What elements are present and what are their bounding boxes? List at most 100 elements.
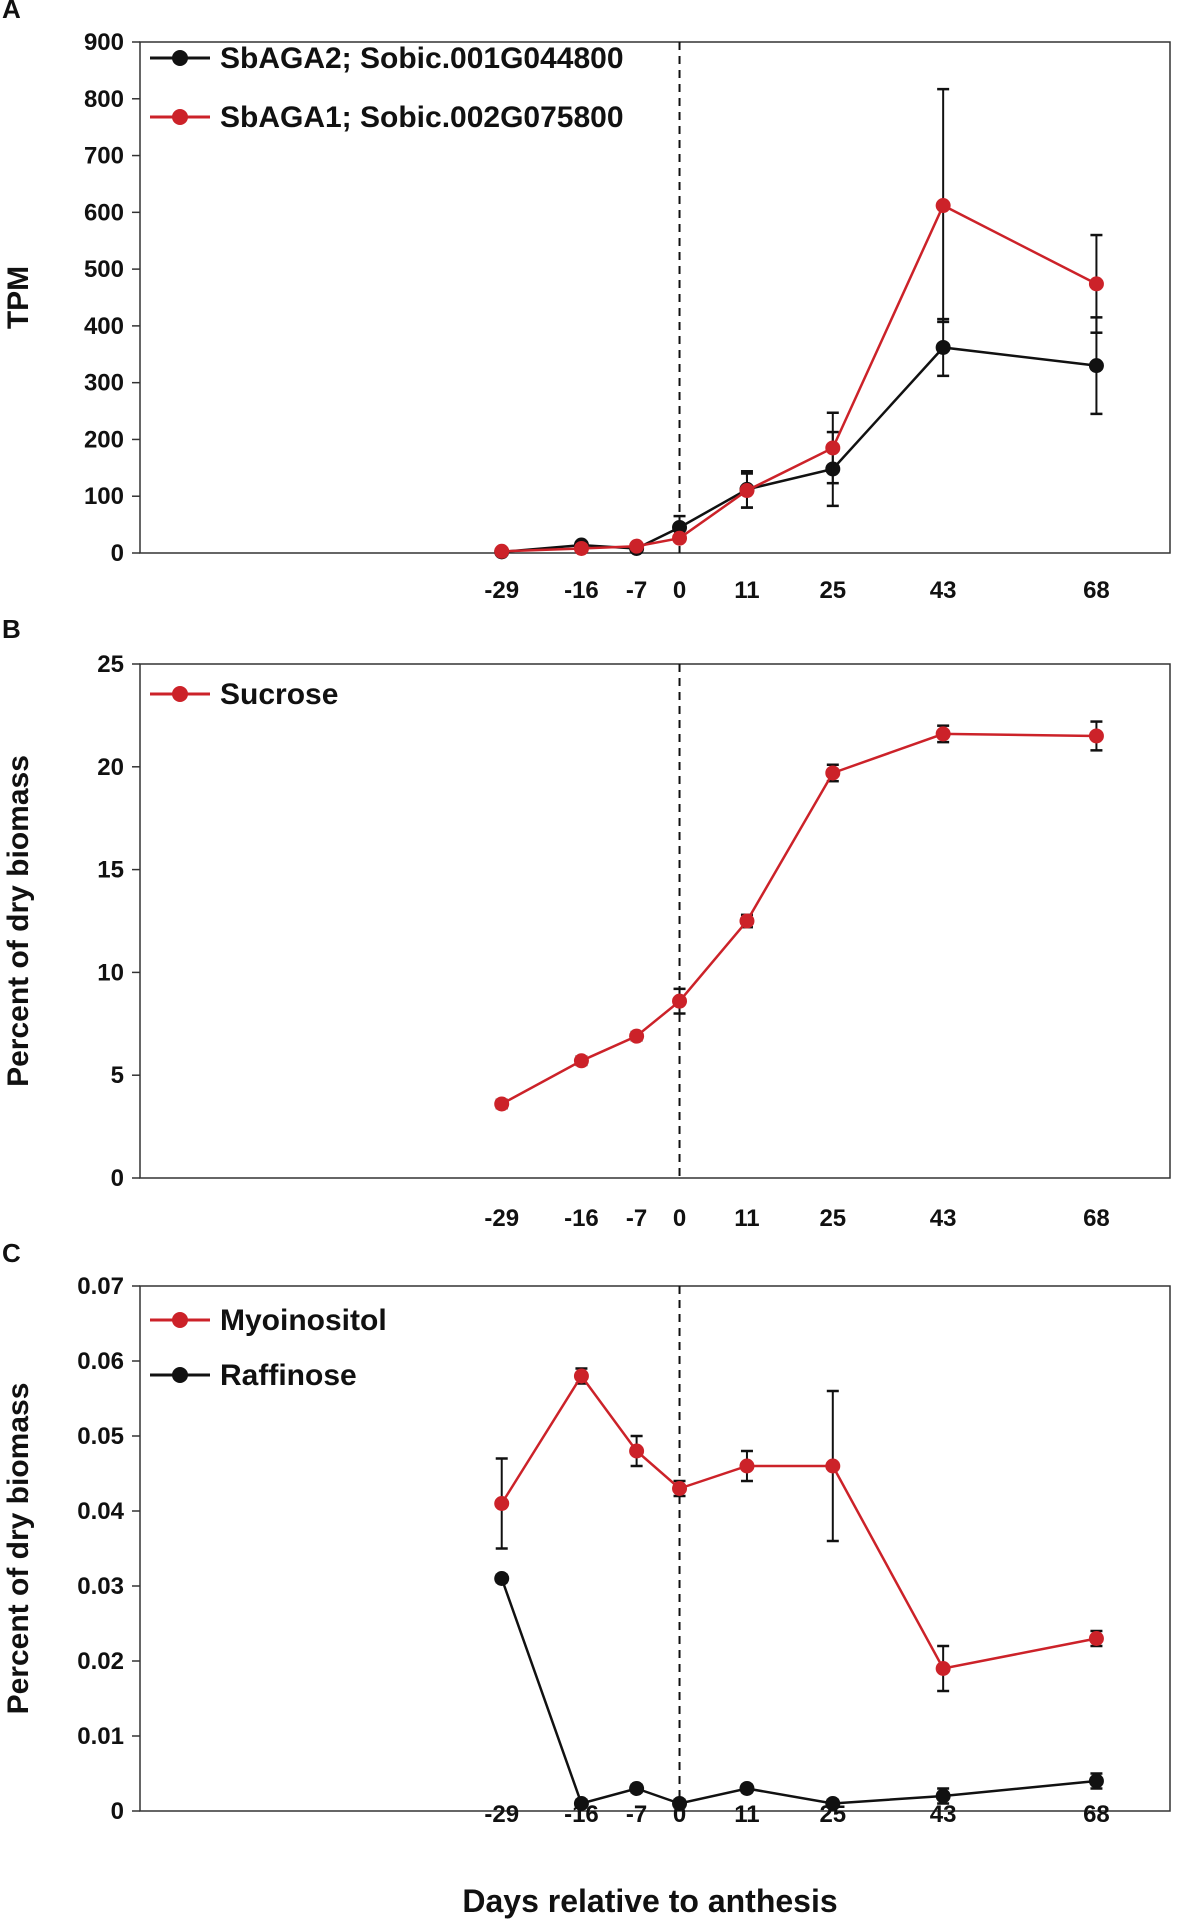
legend-marker (172, 50, 188, 66)
x-tick-label: 68 (1083, 1205, 1110, 1232)
y-axis-label: Percent of dry biomass (2, 1383, 35, 1715)
x-tick-label: 11 (734, 1205, 759, 1232)
y-tick-label: 10 (97, 959, 124, 986)
data-point (573, 1053, 589, 1069)
series-raffinose (494, 1571, 1104, 1811)
x-tick-label: -29 (484, 1205, 519, 1232)
x-tick-label: 25 (819, 577, 846, 604)
data-point (573, 1368, 589, 1384)
y-tick-label: 200 (84, 426, 124, 453)
legend-marker (172, 1312, 188, 1328)
y-tick-label: 0.07 (77, 1273, 124, 1300)
data-point (1088, 276, 1104, 292)
data-point (629, 538, 645, 554)
data-point (672, 1481, 688, 1496)
plot-frame (139, 41, 1171, 554)
y-tick-label: 600 (84, 199, 124, 226)
y-tick-label: 0.06 (77, 1348, 124, 1375)
y-tick-label: 800 (84, 86, 124, 113)
y-axis-label: Percent of dry biomass (2, 755, 35, 1087)
y-tick-label: 900 (84, 29, 124, 56)
legend-label: Myoinositol (220, 1304, 387, 1337)
legend-label: SbAGA2; Sobic.001G044800 (220, 42, 624, 75)
x-tick-label: -29 (484, 1801, 519, 1828)
x-tick-label: 68 (1083, 1801, 1110, 1828)
y-tick-label: 0.02 (77, 1648, 124, 1675)
x-tick-label: 43 (930, 577, 957, 604)
panel-letter: C (2, 1238, 21, 1268)
series-line (500, 1578, 1097, 1806)
x-tick-label: 0 (673, 577, 686, 604)
x-tick-label: 11 (734, 577, 759, 604)
data-point (1088, 728, 1104, 744)
y-tick-label: 0 (111, 1798, 124, 1825)
data-point (935, 1661, 951, 1676)
x-tick-label: -7 (626, 1205, 647, 1232)
series-myoinositol (494, 1367, 1104, 1693)
y-tick-label: 300 (84, 370, 124, 397)
data-point (672, 993, 688, 1009)
data-point (935, 198, 951, 214)
data-point (825, 765, 841, 781)
panel-letter: A (2, 0, 21, 24)
x-tick-label: 11 (734, 1801, 759, 1828)
data-point (494, 543, 510, 559)
data-point (1088, 1773, 1104, 1789)
x-tick-label: -29 (484, 577, 519, 604)
data-point (1088, 358, 1104, 374)
legend-label: Sucrose (220, 678, 338, 711)
y-tick-label: 0.03 (77, 1573, 124, 1600)
x-tick-label: 68 (1083, 577, 1110, 604)
data-point (739, 913, 755, 929)
data-point (629, 1443, 645, 1459)
series-line (501, 203, 1097, 553)
x-tick-label: 43 (930, 1205, 957, 1232)
y-tick-label: 500 (84, 256, 124, 283)
y-tick-label: 400 (84, 313, 124, 340)
plot-frame (139, 663, 1171, 1179)
data-point (494, 1096, 510, 1112)
data-point (825, 440, 841, 456)
data-point (672, 1796, 688, 1811)
data-point (494, 1496, 510, 1511)
series-sucrose (494, 720, 1104, 1112)
y-tick-label: 0 (111, 1165, 124, 1192)
y-tick-label: 0.04 (77, 1498, 124, 1525)
y-tick-label: 100 (84, 483, 124, 510)
y-tick-label: 0.01 (77, 1723, 124, 1750)
data-point (935, 1788, 951, 1804)
data-point (573, 540, 589, 556)
y-tick-label: 0.05 (77, 1423, 124, 1450)
y-tick-label: 5 (111, 1062, 124, 1089)
legend-marker (172, 686, 188, 702)
x-tick-label: -7 (626, 1801, 647, 1828)
y-tick-label: 20 (97, 754, 124, 781)
series-line (501, 346, 1097, 554)
y-tick-label: 0 (111, 540, 124, 567)
y-tick-label: 700 (84, 143, 124, 170)
plot-frame (139, 1285, 1171, 1812)
x-tick-label: -16 (564, 1205, 599, 1232)
y-tick-label: 15 (97, 857, 124, 884)
legend-marker (172, 109, 188, 125)
data-point (739, 483, 755, 499)
series-sbaga2 (494, 316, 1104, 560)
panel-letter: B (2, 614, 21, 644)
data-point (629, 1028, 645, 1044)
data-point (935, 339, 951, 355)
data-point (1088, 1631, 1104, 1646)
x-tick-label: 0 (673, 1205, 686, 1232)
data-point (629, 1781, 645, 1796)
x-axis-label: Days relative to anthesis (462, 1883, 837, 1919)
data-point (825, 1796, 841, 1811)
legend-label: Raffinose (220, 1359, 357, 1392)
series-sbaga1 (494, 87, 1104, 559)
series-line (501, 732, 1097, 1106)
legend-label: SbAGA1; Sobic.002G075800 (220, 101, 624, 134)
data-point (739, 1781, 755, 1796)
x-tick-label: -16 (564, 577, 599, 604)
data-point (672, 519, 688, 535)
data-point (494, 1571, 510, 1586)
x-tick-label: 43 (930, 1801, 957, 1828)
